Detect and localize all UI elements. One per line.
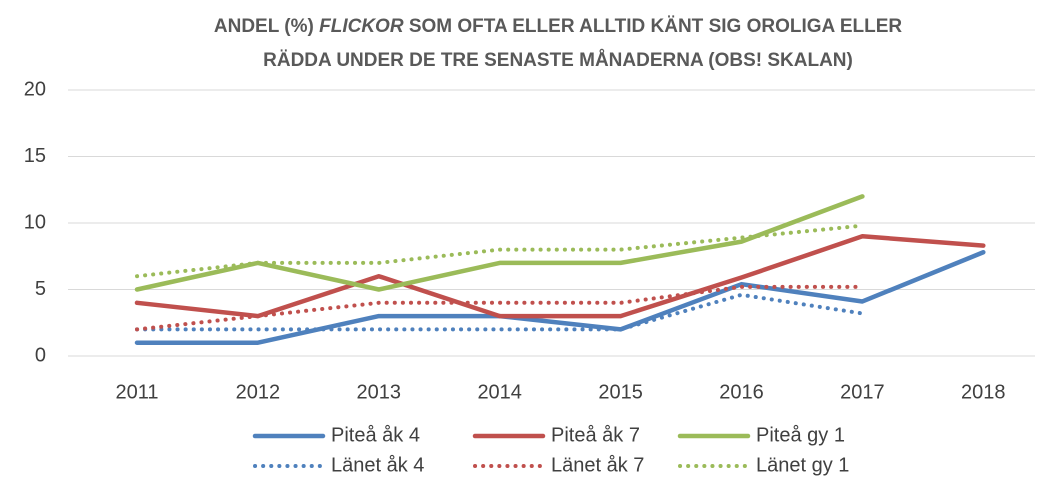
series-line	[134, 250, 986, 345]
series-line	[135, 292, 865, 332]
x-tick-label: 2012	[236, 381, 281, 403]
y-tick-label: 10	[24, 211, 46, 233]
legend-label: Piteå åk 7	[551, 424, 640, 446]
x-tick-label: 2013	[357, 381, 402, 403]
series-line	[135, 284, 865, 332]
y-tick-label: 5	[35, 278, 46, 300]
legend-label: Piteå gy 1	[756, 424, 845, 446]
y-tick-label: 20	[24, 78, 46, 100]
x-tick-label: 2014	[477, 381, 522, 403]
x-tick-label: 2011	[115, 381, 158, 403]
x-tick-label: 2016	[719, 381, 764, 403]
x-tick-label: 2015	[598, 381, 643, 403]
legend-label: Piteå åk 4	[331, 424, 420, 446]
title-part: FLICKOR	[319, 16, 404, 37]
series-line	[134, 234, 986, 319]
x-tick-label: 2018	[961, 381, 1006, 403]
y-tick-label: 0	[35, 344, 46, 366]
series-line	[135, 223, 865, 279]
chart-title: ANDEL (%) FLICKOR SOM OFTA ELLER ALLTID …	[214, 16, 902, 37]
y-tick-label: 15	[24, 145, 46, 167]
title-part: SOM OFTA ELLER ALLTID KÄNT SIG OROLIGA E…	[409, 16, 903, 37]
legend-label: Länet åk 4	[331, 454, 424, 476]
chart-title: RÄDDA UNDER DE TRE SENASTE MÅNADERNA (OB…	[263, 50, 853, 71]
legend-label: Länet gy 1	[756, 454, 849, 476]
title-part: ANDEL (%)	[214, 16, 314, 37]
x-tick-label: 2017	[840, 381, 885, 403]
legend-label: Länet åk 7	[551, 454, 644, 476]
